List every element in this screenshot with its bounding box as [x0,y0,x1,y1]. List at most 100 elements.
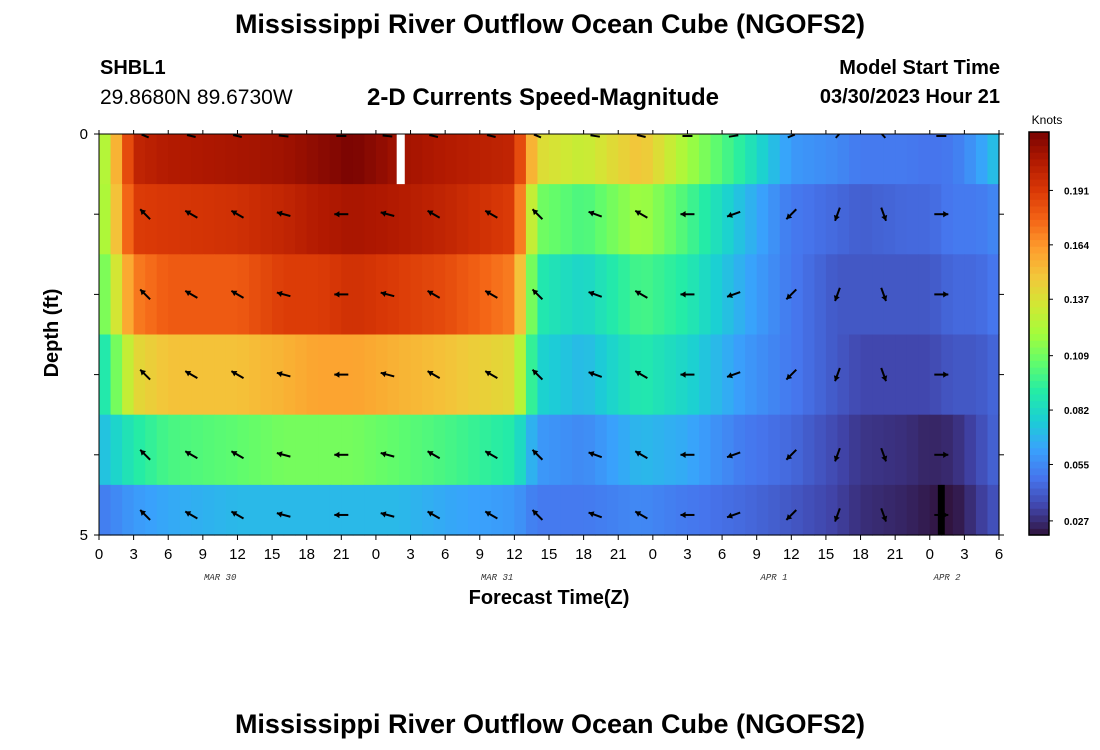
heatmap-cell [733,134,746,185]
colorbar-segment [1029,494,1049,503]
colorbar-segment [1029,212,1049,220]
heatmap-cell [825,334,839,416]
heatmap-cell [837,134,850,185]
current-arrow [230,290,245,299]
heatmap-cell [895,254,908,336]
colorbar-tick-label: 0.164 [1064,241,1089,252]
current-arrow [484,209,498,219]
heatmap-cell [618,484,631,536]
heatmap-cell [675,414,689,486]
heatmap-cell [572,254,585,336]
current-arrow [934,291,949,298]
heatmap-cell [502,184,515,255]
surface-arrow [636,134,646,138]
colorbar-segment [1029,152,1049,160]
heatmap-cell [468,414,481,486]
heatmap-cell [756,134,769,185]
colorbar-segment [1029,380,1049,388]
heatmap-cell [975,254,989,336]
heatmap-cell [514,334,527,416]
heatmap-cell [849,184,862,255]
heatmap-cell [987,484,1000,536]
colorbar-segment [1029,179,1049,187]
heatmap-cell [537,134,550,185]
heatmap-cell [537,484,550,536]
heatmap-cell [779,334,792,416]
heatmap-cell [941,134,954,185]
colorbar-segment [1029,320,1049,328]
heatmap-cell [825,414,839,486]
heatmap-cell [191,184,204,255]
heatmap-cell [641,254,654,336]
heatmap-cell [525,184,539,255]
heatmap-cell [422,134,435,185]
current-arrow [184,209,198,219]
heatmap-cell [618,414,631,486]
current-arrow [484,290,498,299]
heatmap-cell [122,414,135,486]
y-tick-label: 0 [80,126,88,143]
current-arrow [427,450,441,460]
heatmap-cell [872,484,885,536]
heatmap-cell [918,184,931,255]
heatmap-cell [306,254,319,336]
current-arrow [634,209,648,219]
heatmap-cell [537,254,550,336]
heatmap-cell [618,334,631,416]
heatmap-cell [399,484,412,536]
heatmap-cell [964,184,977,255]
heatmap-cell [560,414,573,486]
heatmap-cell [468,254,481,336]
heatmap-cell [606,184,619,255]
heatmap-cell [352,414,365,486]
heatmap-cell [641,134,654,185]
heatmap-cell [629,484,642,536]
current-arrow [880,508,888,522]
current-arrow [833,207,841,222]
heatmap-cell [145,254,158,336]
date-labels: MAR 30 MAR 31 APR 1 APR 2 [204,573,961,583]
heatmap-cell [629,254,642,336]
heatmap-cell [433,254,446,336]
heatmap-cell [318,184,331,255]
heatmap-cell [860,484,873,536]
heatmap-cell [399,414,412,486]
heatmap-cell [249,134,262,185]
heatmap-cell [433,484,446,536]
heatmap-cell [179,334,192,416]
heatmap-cell [422,414,435,486]
heatmap-cell [387,484,400,536]
heatmap-cell [306,484,319,536]
heatmap-cell [260,254,273,336]
current-arrow [484,510,498,520]
heatmap-cell [375,334,389,416]
current-arrow [276,451,291,458]
heatmap-cell [249,484,262,536]
heatmap-cell [445,484,458,536]
current-arrow [334,451,349,458]
heatmap-cell [410,134,423,185]
surface-arrow [429,134,439,138]
current-arrows [139,133,949,522]
heatmap-cell [156,254,169,336]
colorbar-segment [1029,232,1049,241]
heatmap-cell [583,414,596,486]
heatmap-cell [987,414,1000,486]
heatmap-cell [514,414,527,486]
heatmap-cell [560,254,573,336]
heatmap-cell [260,414,273,486]
heatmap-cell [675,484,689,536]
heatmap-cell [352,334,365,416]
heatmap-cell [791,334,804,416]
heatmap-cell [987,254,1000,336]
heatmap-cell [606,254,619,336]
heatmap-cell [179,414,192,486]
x-tick-label: 9 [199,546,207,563]
heatmap-cell [779,134,792,185]
heatmap-cell [387,334,400,416]
colorbar-segment [1029,521,1049,529]
colorbar-segment [1029,514,1049,523]
x-tick-label: 21 [610,546,627,563]
current-arrow [230,209,245,219]
heatmap-cell [156,134,169,185]
